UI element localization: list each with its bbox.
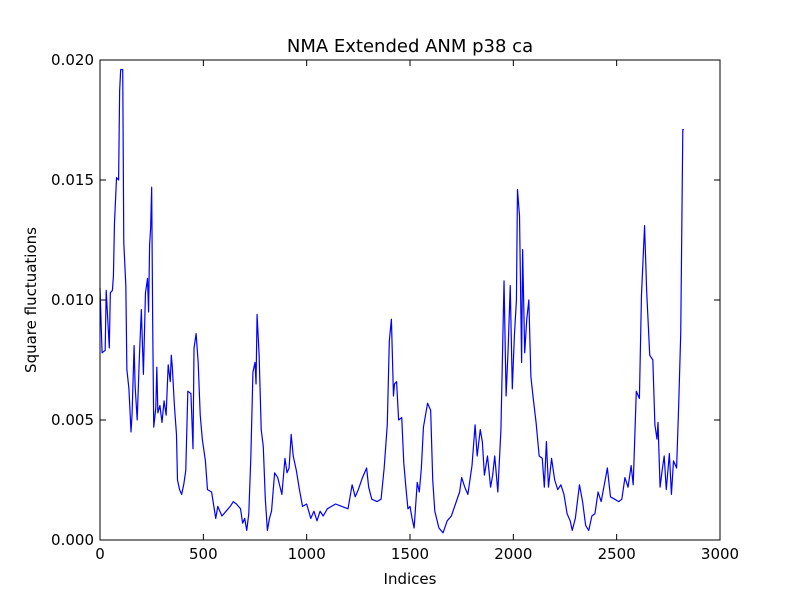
chart-title: NMA Extended ANM p38 ca [287,36,533,57]
y-tick-label: 0.010 [51,291,94,309]
plot-frame [99,59,721,541]
x-tick-label: 500 [189,545,218,563]
x-tick-label: 1000 [288,545,326,563]
y-tick-label: 0.015 [51,171,94,189]
data-line [99,69,684,534]
x-tick-label: 2000 [494,545,532,563]
y-tick-label: 0.000 [51,531,94,549]
y-axis-label: Square fluctuations [22,227,40,373]
x-tick-label: 3000 [701,545,739,563]
x-tick-label: 2500 [598,545,636,563]
y-tick-label: 0.020 [51,51,94,69]
x-tick-label: 0 [95,545,105,563]
x-tick-label: 1500 [391,545,429,563]
y-tick-label: 0.005 [51,411,94,429]
x-axis-label: Indices [384,570,437,588]
